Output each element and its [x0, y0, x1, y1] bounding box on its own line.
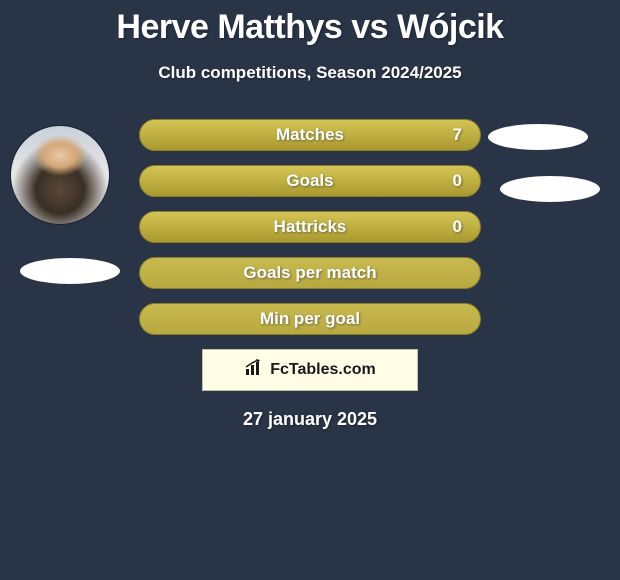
stat-bar-matches: Matches 7 [139, 119, 481, 151]
page-title: Herve Matthys vs Wójcik [0, 0, 620, 47]
stat-label: Goals [286, 171, 333, 191]
stat-label: Min per goal [260, 309, 360, 329]
stat-bar-min-per-goal: Min per goal [139, 303, 481, 335]
logo-text: FcTables.com [244, 359, 376, 382]
subtitle: Club competitions, Season 2024/2025 [0, 63, 620, 83]
stat-bar-hattricks: Hattricks 0 [139, 211, 481, 243]
logo-label: FcTables.com [270, 361, 376, 379]
player-right-name-pill-2 [500, 176, 600, 202]
logo-box: FcTables.com [202, 349, 418, 391]
stat-value: 0 [453, 171, 462, 191]
stat-label: Goals per match [243, 263, 376, 283]
stat-bar-goals: Goals 0 [139, 165, 481, 197]
stat-label: Matches [276, 125, 344, 145]
stat-label: Hattricks [274, 217, 347, 237]
stat-value: 0 [453, 217, 462, 237]
stat-value: 7 [453, 125, 462, 145]
stats-container: Matches 7 Goals 0 Hattricks 0 Goals per … [139, 119, 481, 335]
chart-icon [244, 359, 266, 382]
stat-bar-goals-per-match: Goals per match [139, 257, 481, 289]
player-right-name-pill-1 [488, 124, 588, 150]
player-left-name-pill [20, 258, 120, 284]
player-left-avatar [10, 125, 110, 225]
date-text: 27 january 2025 [0, 409, 620, 430]
